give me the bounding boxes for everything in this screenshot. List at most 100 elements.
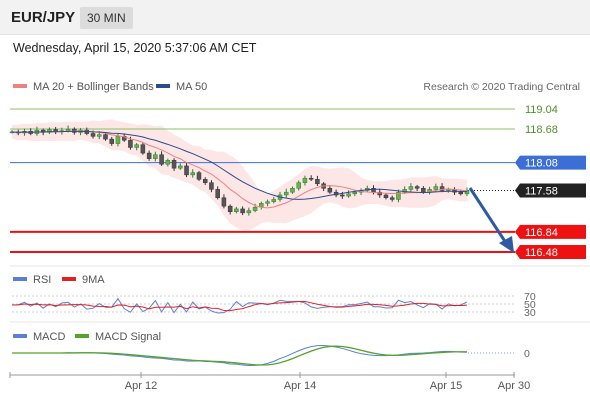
candle-body [458, 191, 464, 195]
level-label-116.48: 116.48 [525, 247, 558, 259]
candle-body [352, 191, 358, 195]
macd-panel: MACD MACD Signal 0 [12, 331, 530, 367]
candle-body [315, 179, 320, 185]
candle-body [165, 160, 171, 165]
candle-body [296, 182, 301, 189]
candle-body [377, 191, 382, 196]
candle-body [408, 186, 414, 190]
rsi-ma-legend-label: 9MA [82, 274, 105, 286]
moving-average-layer [11, 130, 468, 209]
candle-body [234, 208, 239, 212]
candle-body [146, 152, 152, 159]
rsi-tick-70: 70 [524, 291, 536, 303]
macd-tick-0: 0 [524, 348, 530, 360]
rsi-line [11, 297, 468, 314]
candle-body [171, 160, 177, 169]
candle-body [128, 139, 133, 148]
candle-body [346, 193, 351, 197]
credit-text: Research © 2020 Trading Central [423, 81, 580, 93]
macd-legend-label: MACD [33, 331, 65, 343]
candle-body [134, 144, 139, 148]
rsi-legend-label: RSI [33, 274, 51, 286]
candle-body [209, 182, 214, 190]
macd-signal-legend-label: MACD Signal [95, 331, 161, 343]
candle-body [402, 189, 407, 193]
price-legend: MA 20 + Bollinger Bands MA 50 [13, 81, 207, 93]
rsi-ma-line [11, 300, 468, 312]
level-label-119.04: 119.04 [525, 104, 558, 116]
candle-body [227, 205, 233, 212]
candle-body [178, 165, 183, 169]
level-tag-117.58 [515, 183, 586, 198]
level-label-117.58: 117.58 [525, 185, 558, 197]
candle-body [115, 136, 121, 144]
forecast-arrow [468, 187, 514, 253]
candle-body [65, 128, 71, 131]
candle-body [414, 186, 420, 189]
candle-body [283, 191, 289, 196]
candle-body [439, 186, 445, 191]
candle-body [196, 172, 202, 180]
x-tick-label-apr30: Apr 30 [498, 380, 530, 392]
candle-body [383, 194, 389, 199]
level-tag-118.08 [515, 155, 586, 170]
rsi-tick-50: 50 [524, 299, 536, 311]
candle-body [302, 177, 308, 183]
ma50-line [11, 130, 468, 200]
macd-legend-swatch [13, 334, 27, 338]
chart-header: EUR/JPY 30 MIN [0, 0, 590, 35]
x-tick-label-apr15: Apr 15 [430, 380, 462, 392]
rsi-legend-swatch [13, 277, 27, 281]
ma50-legend-swatch [156, 84, 170, 88]
level-tag-116.48 [515, 244, 586, 259]
rsi-panel: RSI 9MA 70 50 30 [11, 274, 536, 319]
bollinger-band [12, 119, 467, 231]
candle-body [396, 191, 401, 200]
candle-body [90, 133, 96, 137]
candle-body [97, 134, 102, 137]
candle-body [184, 165, 189, 176]
x-axis: Apr 12 Apr 14 Apr 15 Apr 30 [9, 372, 530, 392]
candle-body [290, 188, 295, 193]
candle-body [421, 188, 426, 193]
chart-datetime: Wednesday, April 15, 2020 5:37:06 AM CET [13, 41, 257, 55]
candle-body [433, 186, 439, 190]
candle-body [47, 129, 52, 133]
ma50-legend-label: MA 50 [176, 81, 207, 93]
candle-body [240, 208, 245, 214]
level-label-118.68: 118.68 [525, 124, 558, 136]
level-tag-116.84 [515, 224, 586, 239]
x-tick-label-apr14: Apr 14 [284, 380, 316, 392]
candle-body [159, 154, 164, 165]
candle-body [215, 189, 220, 199]
bollinger-band-layer [12, 119, 467, 231]
rsi-ma-legend-swatch [62, 277, 76, 281]
candle-body [327, 188, 333, 193]
candle-body [190, 172, 196, 176]
timeframe-button[interactable]: 30 MIN [80, 7, 133, 29]
candle-body [153, 154, 158, 159]
currency-pair-title: EUR/JPY [11, 9, 76, 26]
macd-signal-line [12, 345, 468, 366]
candle-body [271, 199, 277, 202]
candle-body [103, 134, 108, 140]
level-label-116.84: 116.84 [525, 227, 558, 239]
x-tick-label-apr12: Apr 12 [125, 380, 157, 392]
candle-body [308, 177, 314, 180]
rsi-tick-30: 30 [524, 307, 536, 319]
candle-body [109, 138, 114, 144]
candle-body [389, 197, 395, 200]
ma20-legend-label: MA 20 + Bollinger Bands [33, 81, 154, 93]
forecast-arrow-shaft [468, 187, 508, 244]
candle-body [252, 207, 258, 211]
price-levels-layer: 119.04 118.68 118.08 117.58 116.84 116.48 [10, 104, 586, 259]
level-label-118.08: 118.08 [525, 158, 558, 170]
ma20-legend-swatch [13, 84, 27, 88]
candle-body [202, 179, 208, 183]
candle-body [140, 144, 146, 154]
candle-body [340, 194, 345, 197]
macd-signal-legend-swatch [75, 334, 89, 338]
candle-body [246, 210, 252, 214]
candle-body [221, 197, 227, 207]
